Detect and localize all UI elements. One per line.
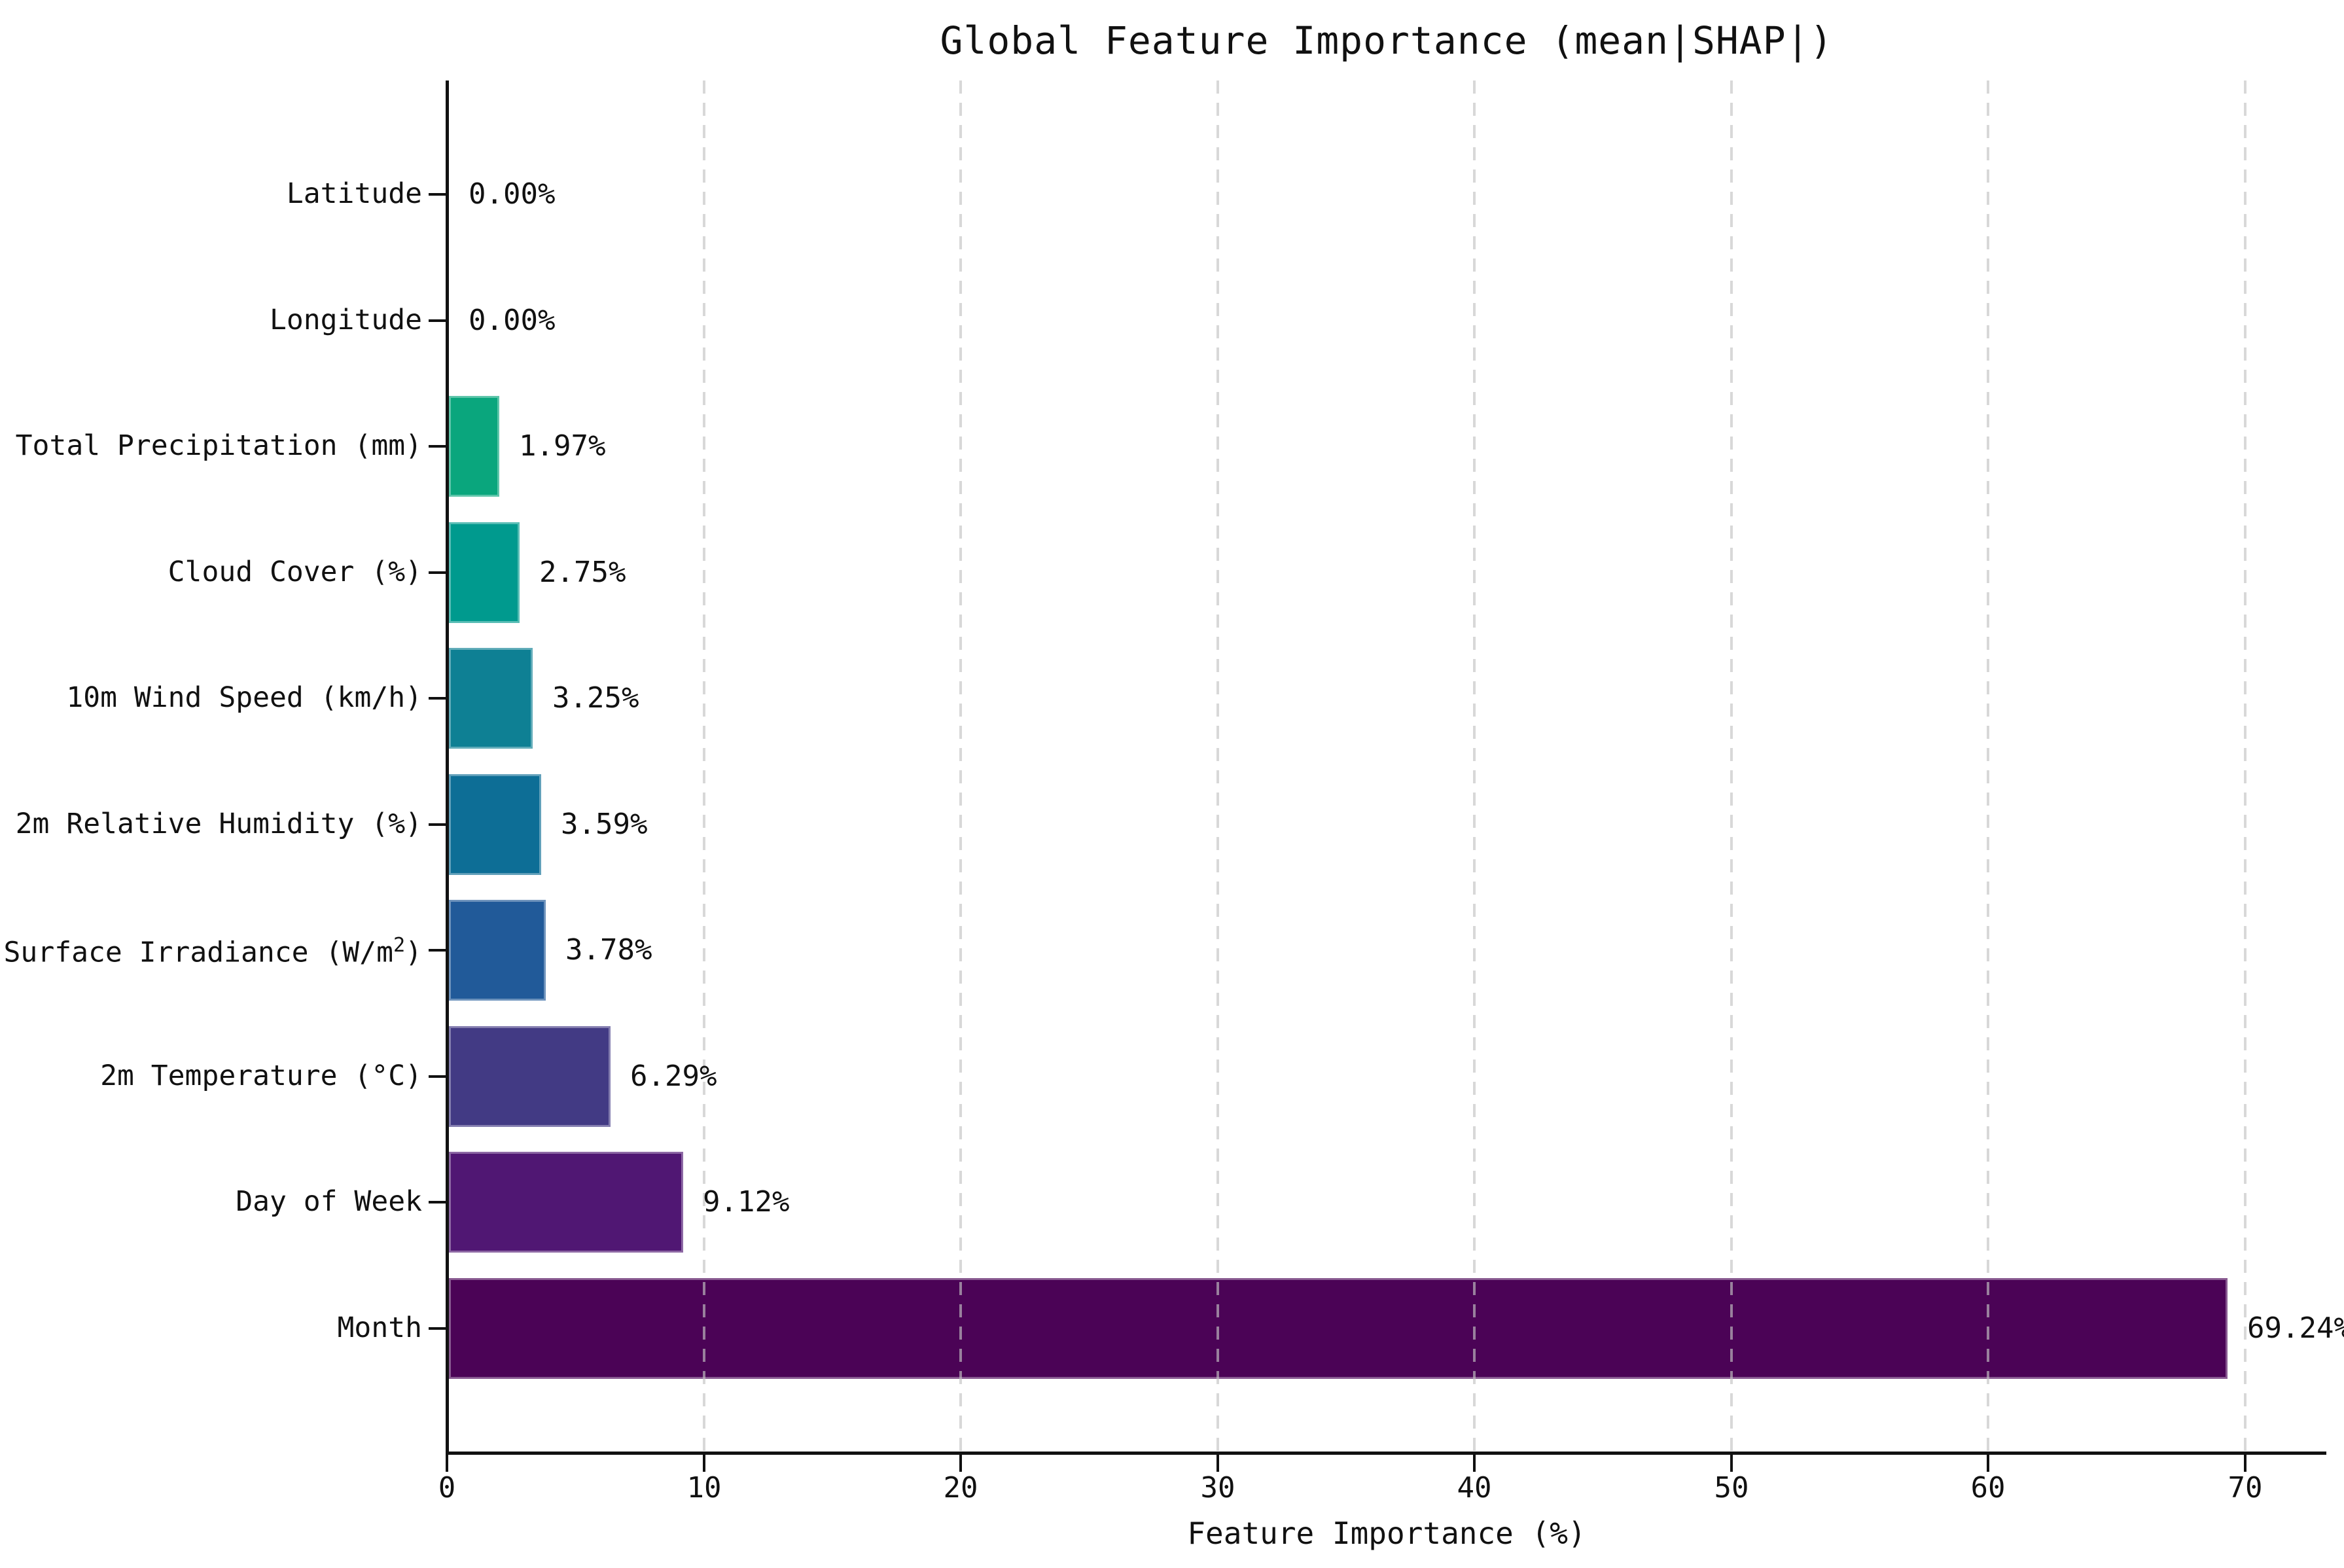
bar-value-label: 1.97% xyxy=(519,429,606,463)
x-tick-label: 50 xyxy=(1714,1471,1749,1505)
y-tick-mark xyxy=(429,697,447,700)
y-axis-spine xyxy=(446,80,449,1455)
y-tick-label: Longitude xyxy=(270,303,422,336)
chart-title: Global Feature Importance (mean|SHAP|) xyxy=(940,18,1834,63)
bar-value-label: 0.00% xyxy=(469,177,556,211)
gridline xyxy=(2244,80,2246,1452)
gridline xyxy=(703,80,705,1452)
bar-value-label: 0.00% xyxy=(469,303,556,337)
y-tick-mark xyxy=(429,1201,447,1204)
x-tick-label: 40 xyxy=(1457,1471,1492,1505)
y-tick-mark xyxy=(429,949,447,952)
gridline xyxy=(1216,80,1219,1452)
bar xyxy=(449,1152,683,1253)
bar xyxy=(449,396,499,497)
bar-value-label: 69.24% xyxy=(2247,1311,2344,1345)
x-tick-mark xyxy=(446,1455,448,1472)
bar xyxy=(449,522,520,623)
x-tick-label: 0 xyxy=(438,1471,456,1505)
bar-value-label: 3.78% xyxy=(565,933,652,967)
x-tick-label: 70 xyxy=(2228,1471,2263,1505)
bar-value-label: 6.29% xyxy=(630,1059,717,1093)
x-tick-mark xyxy=(1730,1455,1733,1472)
x-tick-mark xyxy=(1216,1455,1219,1472)
x-tick-label: 20 xyxy=(943,1471,978,1505)
y-tick-label: Day of Week xyxy=(236,1185,422,1219)
y-tick-label: Total Precipitation (mm) xyxy=(15,429,422,463)
superscript: 2 xyxy=(393,934,406,957)
bar xyxy=(449,1277,2228,1379)
gridline xyxy=(1987,80,1989,1452)
y-tick-mark xyxy=(429,1075,447,1078)
bar xyxy=(449,900,546,1001)
bar xyxy=(449,1025,611,1127)
y-tick-label: 2m Relative Humidity (%) xyxy=(15,807,422,840)
y-tick-label: Month xyxy=(337,1311,422,1344)
x-tick-mark xyxy=(1987,1455,1989,1472)
y-tick-label: 10m Wind Speed (km/h) xyxy=(66,681,422,715)
y-tick-mark xyxy=(429,445,447,448)
y-tick-mark xyxy=(429,1327,447,1330)
y-tick-mark xyxy=(429,319,447,322)
x-axis-title: Feature Importance (%) xyxy=(1187,1516,1586,1551)
x-tick-label: 60 xyxy=(1970,1471,2006,1505)
x-tick-mark xyxy=(1473,1455,1476,1472)
gridline xyxy=(1730,80,1733,1452)
x-tick-mark xyxy=(2244,1455,2246,1472)
y-tick-mark xyxy=(429,193,447,196)
bar-value-label: 9.12% xyxy=(703,1185,790,1219)
y-tick-label: Surface Irradiance (W/m2) xyxy=(3,934,422,969)
x-tick-mark xyxy=(959,1455,962,1472)
y-tick-label: 2m Temperature (°C) xyxy=(100,1059,422,1092)
x-axis-spine xyxy=(446,1452,2326,1455)
y-tick-label: Cloud Cover (%) xyxy=(168,555,422,588)
bar-value-label: 2.75% xyxy=(539,555,626,589)
y-tick-label: Latitude xyxy=(286,177,422,210)
gridline xyxy=(959,80,962,1452)
bar xyxy=(449,774,541,875)
gridline xyxy=(1473,80,1476,1452)
bar-value-label: 3.59% xyxy=(561,807,648,841)
x-tick-label: 10 xyxy=(686,1471,722,1505)
bar-value-label: 3.25% xyxy=(552,681,639,715)
bar xyxy=(449,648,533,749)
y-tick-mark xyxy=(429,571,447,574)
x-tick-mark xyxy=(703,1455,705,1472)
y-tick-mark xyxy=(429,823,447,826)
x-tick-label: 30 xyxy=(1200,1471,1235,1505)
